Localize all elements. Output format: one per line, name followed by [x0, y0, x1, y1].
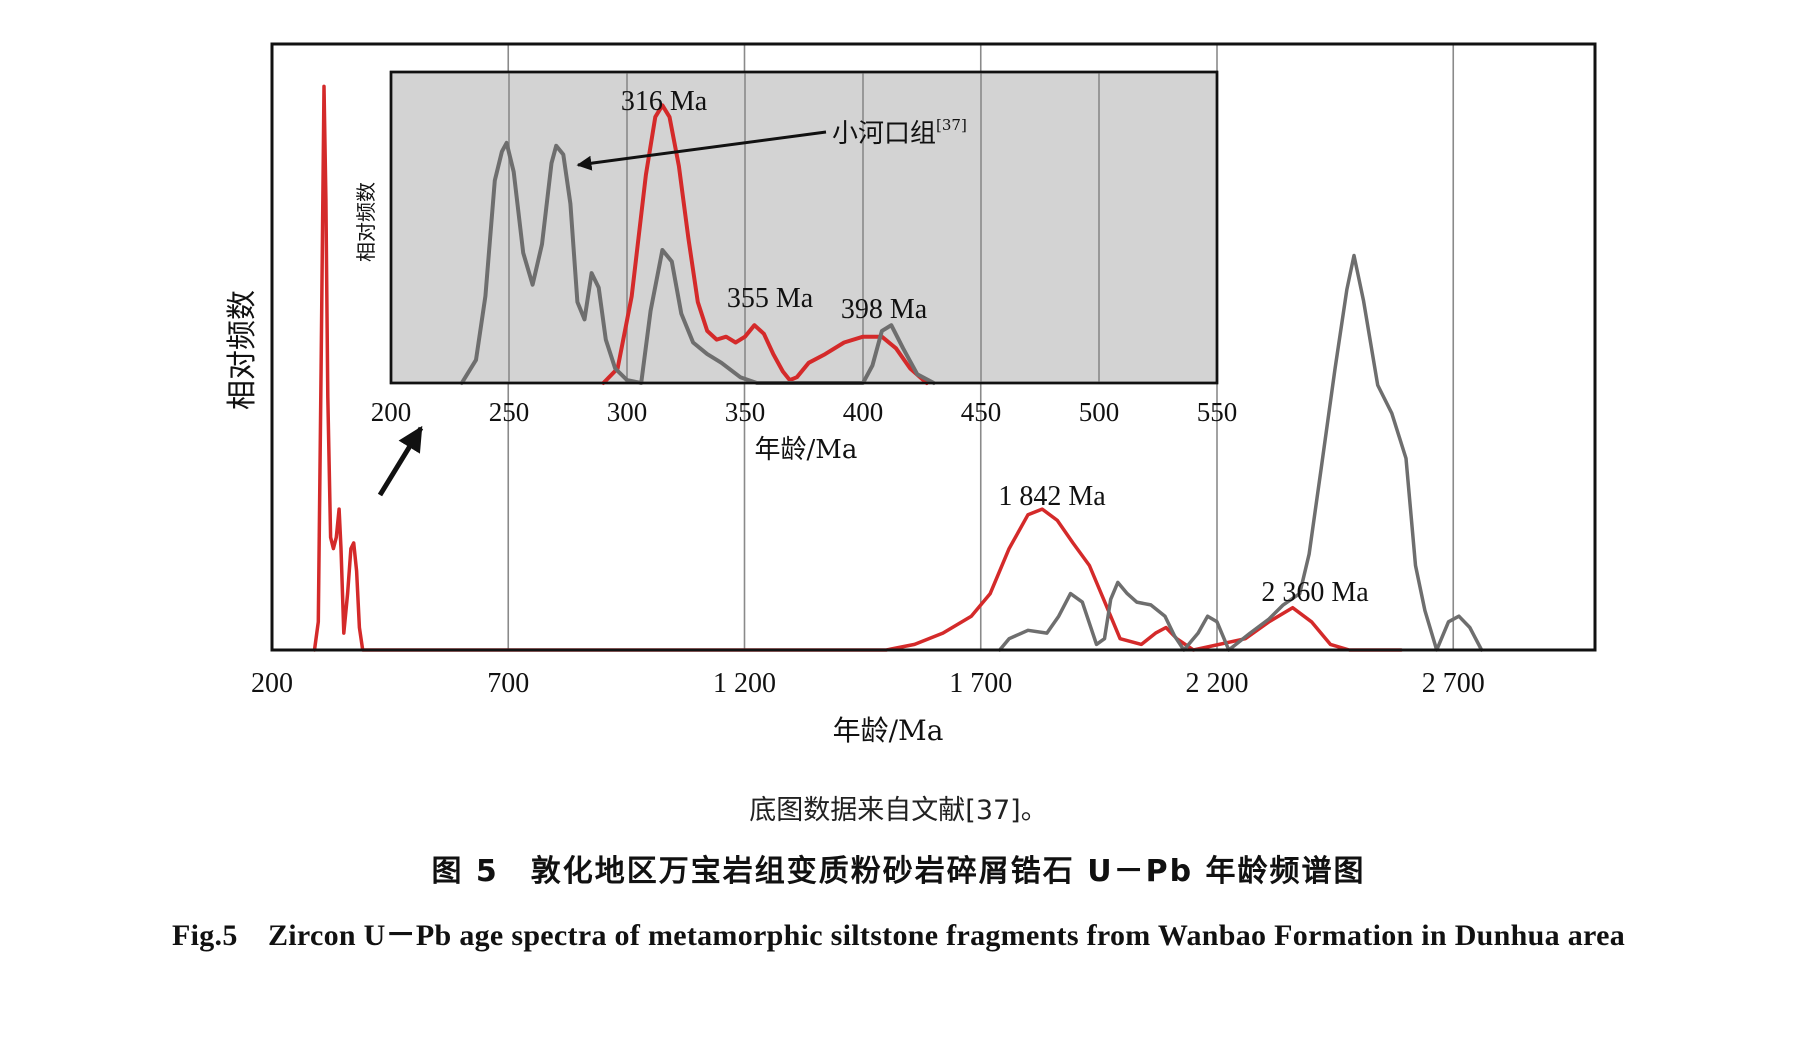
inset-series-line-0 [601, 103, 929, 385]
age-spectrum-figure: 200 700 1 200 1 700 2 200 2 700 年龄/Ma 相对频数 1 … [225, 42, 1597, 747]
main-x-tick-2200: 2 200 [1186, 668, 1249, 699]
inset-x-tick-350: 350 [725, 397, 766, 427]
inset-plot-background [389, 70, 1219, 385]
annotation-355: 355 Ma [727, 283, 814, 314]
xiaohekou-label: 小河口组 [832, 119, 936, 149]
main-plot-frame [270, 42, 1597, 652]
inset-y-axis-label: 相对频数 [354, 182, 378, 262]
inset-x-tick-200: 200 [371, 397, 412, 427]
inset-x-tick-labels: 200 250 300 350 400 450 500 550 [371, 397, 1238, 427]
annotation-1842: 1 842 Ma [998, 481, 1106, 512]
main-x-tick-200: 200 [251, 668, 293, 699]
inset-x-tick-500: 500 [1079, 397, 1120, 427]
main-x-tick-labels: 200 700 1 200 1 700 2 200 2 700 [251, 668, 1485, 699]
main-x-tick-2700: 2 700 [1422, 668, 1485, 699]
inset-x-tick-400: 400 [843, 397, 884, 427]
main-y-axis-label: 相对频数 [225, 290, 260, 410]
annotation-2360: 2 360 Ma [1261, 577, 1369, 608]
inset-plot-frame [389, 70, 1219, 385]
source-note: 底图数据来自文献[37]。 [749, 795, 1048, 826]
main-x-tick-700: 700 [487, 668, 529, 699]
annotation-398: 398 Ma [841, 294, 928, 325]
annotation-316: 316 Ma [621, 86, 708, 117]
main-x-axis-label: 年龄/Ma [833, 714, 944, 747]
inset-x-tick-550: 550 [1197, 397, 1238, 427]
inset-origin-arrow [377, 425, 424, 497]
inset-grid [508, 72, 1100, 383]
xiaohekou-citation: [37] [936, 116, 967, 134]
main-x-tick-1700: 1 700 [949, 668, 1012, 699]
main-x-tick-1200: 1 200 [713, 668, 776, 699]
inset-x-tick-450: 450 [961, 397, 1002, 427]
annotation-xiaohekou-formation: 小河口组[37] [832, 116, 967, 149]
inset-x-tick-300: 300 [607, 397, 648, 427]
inset-x-axis-label: 年龄/Ma [755, 435, 858, 465]
figure-caption-english: Fig.5 Zircon U－Pb age spectra of metamor… [171, 919, 1625, 952]
inset-x-tick-250: 250 [489, 397, 530, 427]
figure-caption-chinese: 图 5 敦化地区万宝岩组变质粉砂岩碎屑锆石 U－Pb 年龄频谱图 [431, 854, 1366, 889]
xiaohekou-pointer-arrow [576, 130, 827, 171]
